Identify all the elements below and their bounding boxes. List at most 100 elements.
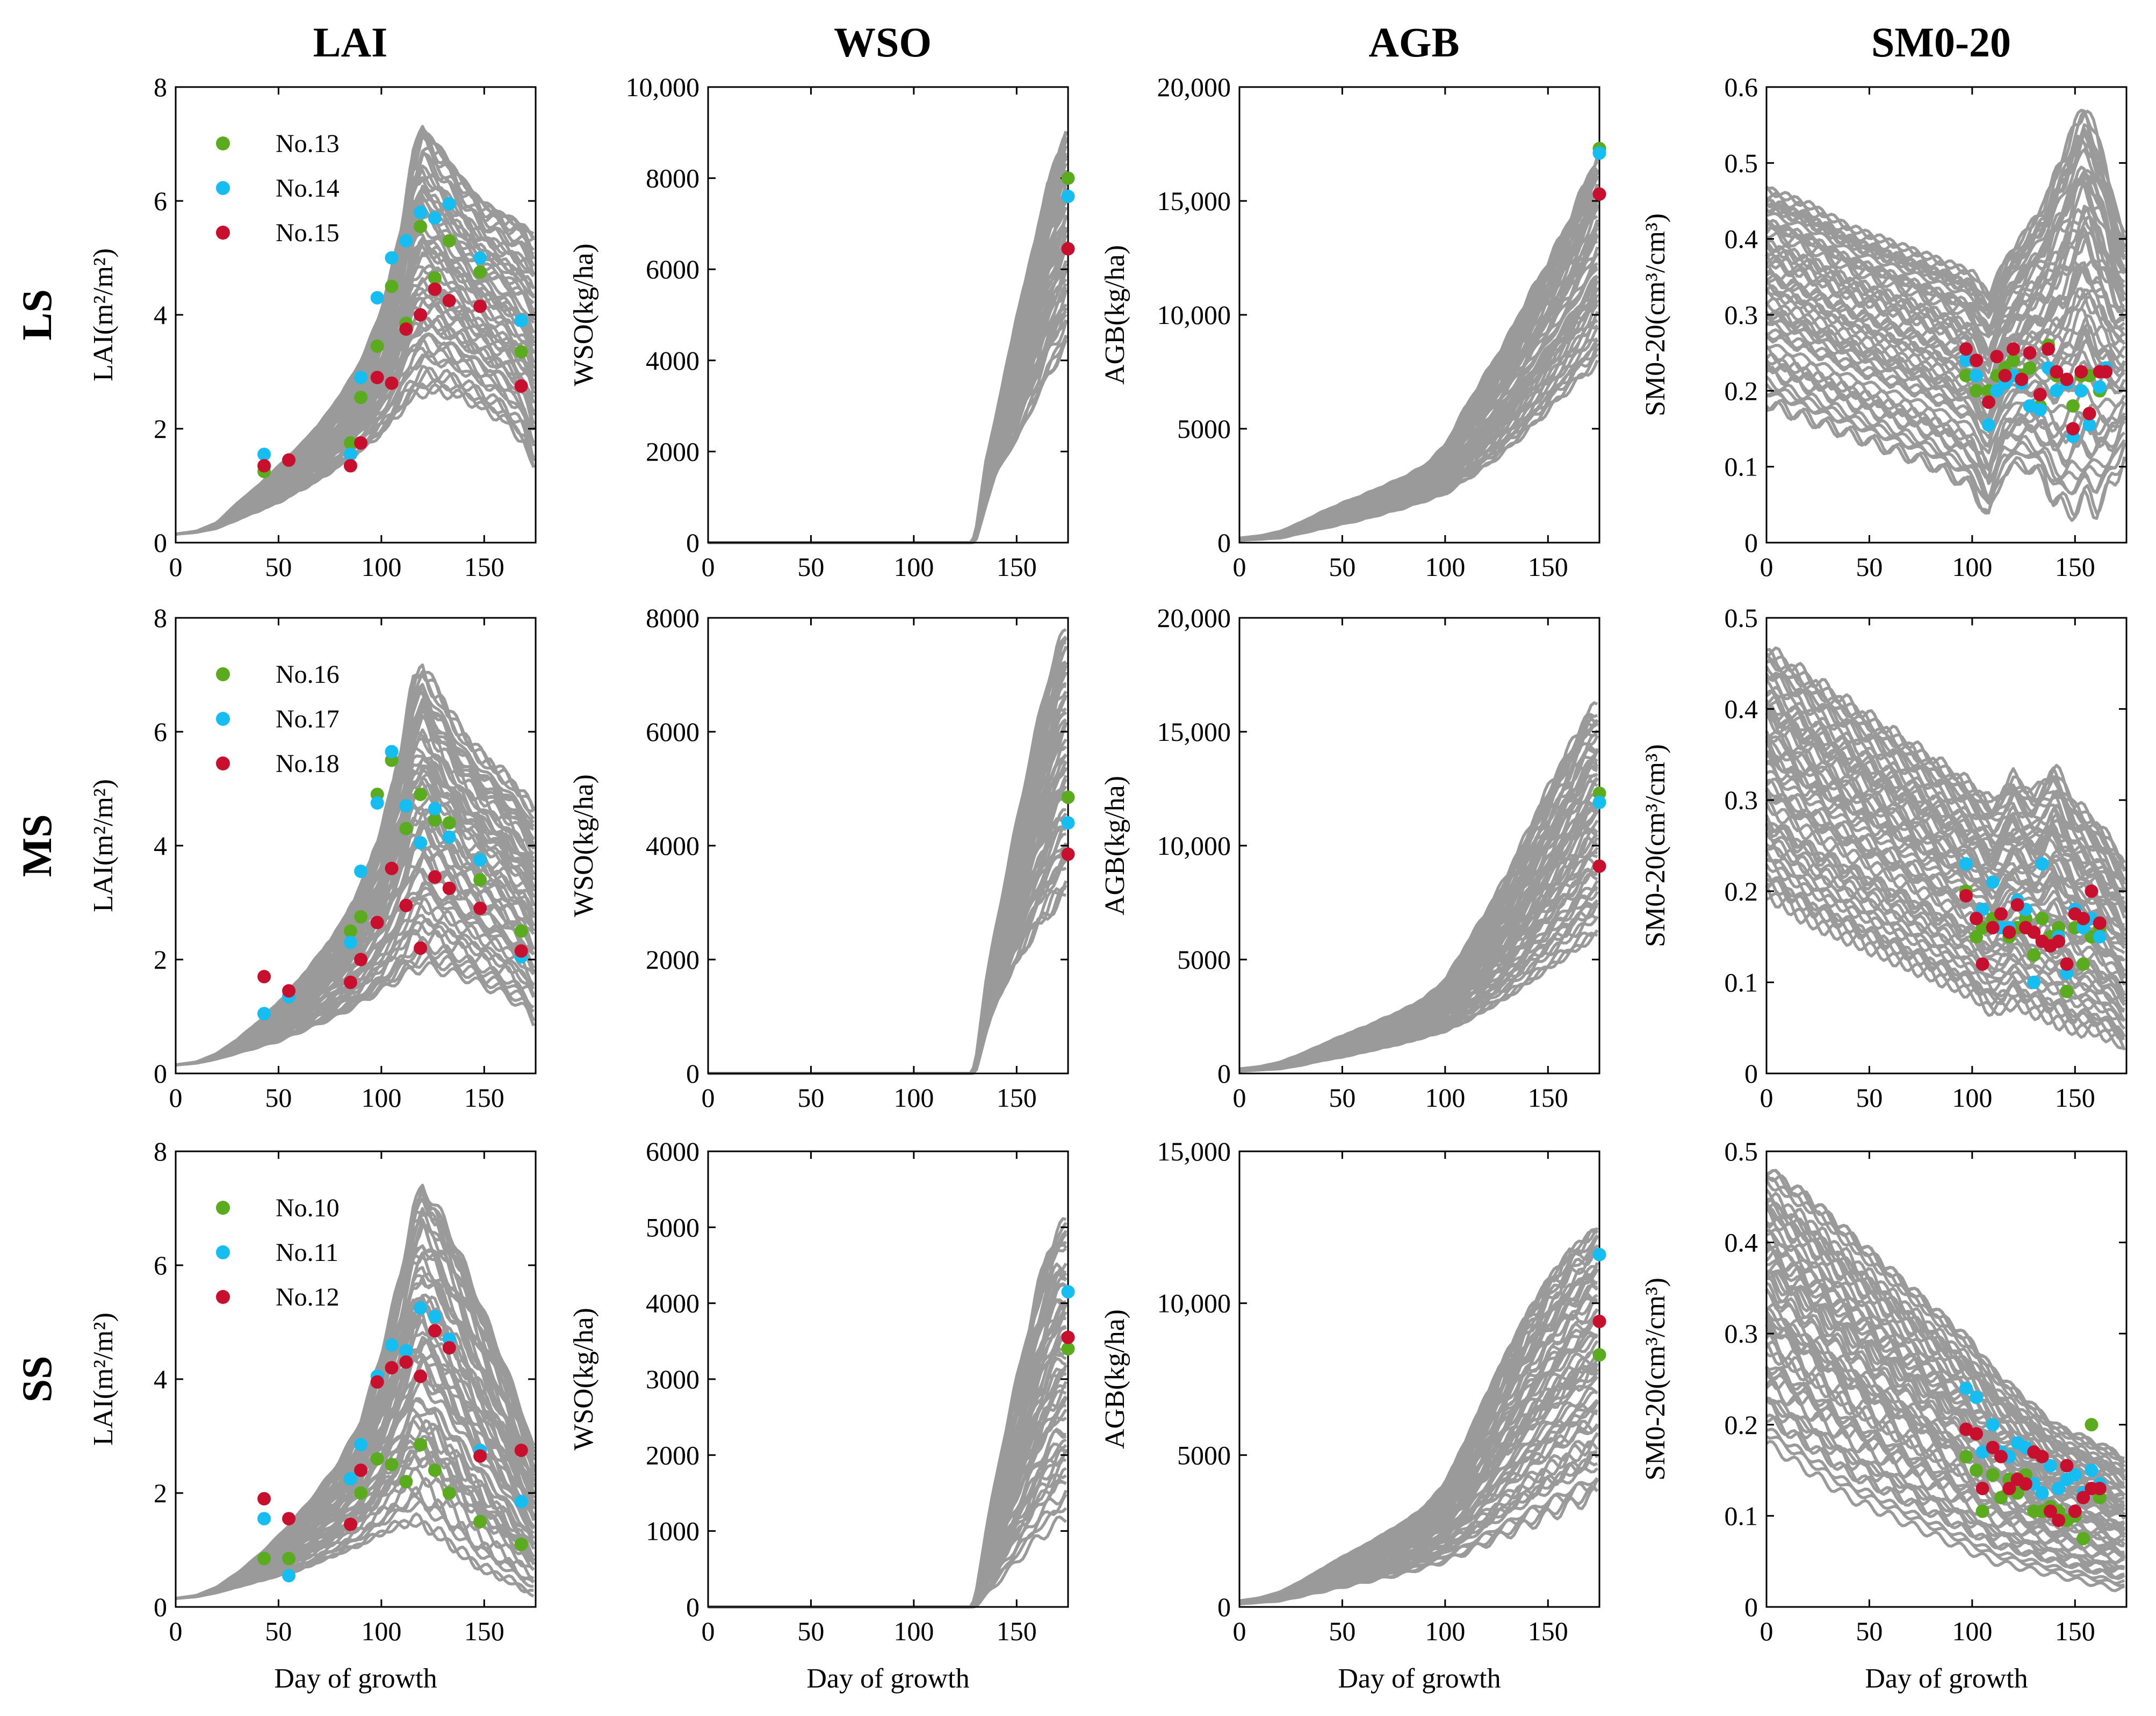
simulated-curve bbox=[1765, 265, 2125, 386]
x-tick-label: 150 bbox=[997, 552, 1037, 582]
simulated-curve bbox=[1765, 176, 2126, 335]
simulated-curve bbox=[1765, 857, 2125, 1022]
observation-point bbox=[2027, 975, 2041, 989]
observation-point bbox=[428, 271, 442, 285]
observation-point bbox=[514, 944, 528, 958]
legend-marker bbox=[216, 136, 230, 150]
observation-point bbox=[2002, 1482, 2016, 1496]
simulated-ensemble bbox=[1239, 156, 1599, 542]
y-tick-label: 6 bbox=[154, 1250, 167, 1280]
observation-point bbox=[1592, 1248, 1606, 1261]
observation-point bbox=[370, 1375, 384, 1389]
observation-point bbox=[414, 836, 428, 850]
x-tick-label: 50 bbox=[1329, 1616, 1355, 1646]
x-tick-label: 0 bbox=[702, 552, 715, 582]
panel-ms-lai: 0 50 100 150 0 2 4 6 8 LAI(m²/m²) No.16 No.17 No.18 bbox=[88, 603, 537, 1113]
observation-series-no11 bbox=[1592, 1248, 1606, 1261]
x-tick-label: 100 bbox=[893, 1616, 934, 1646]
observation-point bbox=[1994, 907, 2008, 921]
observation-point bbox=[2066, 422, 2080, 436]
simulated-curve bbox=[1239, 888, 1598, 1072]
observation-point bbox=[1959, 1450, 1973, 1463]
observation-point bbox=[2052, 1513, 2066, 1527]
y-tick-label: 10,000 bbox=[1157, 1288, 1231, 1318]
column-title-agb: AGB bbox=[1368, 19, 1459, 66]
simulated-curve bbox=[1239, 902, 1598, 1072]
x-tick-label: 0 bbox=[1233, 552, 1246, 582]
observation-point bbox=[2033, 387, 2047, 401]
observation-point bbox=[428, 870, 442, 884]
simulated-curve bbox=[708, 289, 1068, 544]
observation-point bbox=[370, 339, 384, 353]
x-tick-label: 150 bbox=[464, 1083, 504, 1113]
simulated-ensemble bbox=[1765, 646, 2126, 1051]
x-tick-label: 50 bbox=[797, 1616, 824, 1646]
observation-point bbox=[282, 1512, 296, 1526]
x-tick-label: 50 bbox=[1856, 1616, 1883, 1646]
observation-point bbox=[1592, 146, 1606, 160]
observation-point bbox=[354, 864, 368, 878]
observation-point bbox=[1959, 889, 1973, 903]
y-tick-label: 0.2 bbox=[1725, 1410, 1758, 1440]
simulated-curve bbox=[1765, 1413, 2125, 1580]
y-tick-label: 4 bbox=[154, 831, 167, 861]
simulated-curve bbox=[1766, 878, 2125, 1041]
y-tick-label: 1000 bbox=[646, 1516, 700, 1546]
observation-point bbox=[257, 1512, 271, 1526]
observation-point bbox=[399, 234, 413, 248]
y-tick-label: 8 bbox=[154, 1136, 167, 1166]
observation-point bbox=[1975, 1504, 1989, 1518]
observation-point bbox=[343, 436, 357, 450]
observation-point bbox=[2023, 361, 2037, 375]
observation-point bbox=[370, 371, 384, 385]
observation-point bbox=[1959, 857, 1973, 871]
observation-point bbox=[1061, 1342, 1075, 1356]
observation-point bbox=[2093, 916, 2107, 930]
observation-point bbox=[2066, 399, 2080, 413]
y-tick-label: 0 bbox=[154, 528, 167, 558]
y-tick-label: 5000 bbox=[1177, 944, 1231, 975]
simulated-curve bbox=[1766, 180, 2125, 338]
observation-point bbox=[1981, 418, 1995, 432]
y-axis-label: WSO(kg/ha) bbox=[568, 1308, 599, 1451]
observation-point bbox=[282, 984, 296, 998]
y-axis-label: SM0-20(cm³/cm³) bbox=[1640, 1278, 1671, 1481]
observation-point bbox=[2082, 407, 2096, 421]
simulated-curve bbox=[1239, 899, 1599, 1072]
observation-series-no13 bbox=[257, 220, 528, 478]
observation-series-no16 bbox=[1061, 790, 1075, 804]
x-axis-label: Day of growth bbox=[806, 1663, 969, 1694]
observation-point bbox=[282, 1569, 296, 1583]
simulated-curve bbox=[1765, 1378, 2125, 1564]
x-tick-label: 100 bbox=[1425, 552, 1465, 582]
x-axis-label: Day of growth bbox=[1338, 1663, 1501, 1694]
observation-point bbox=[1994, 1490, 2008, 1504]
observation-point bbox=[2023, 399, 2037, 413]
x-tick-label: 150 bbox=[464, 1616, 504, 1646]
observation-point bbox=[1986, 1468, 2000, 1482]
x-tick-label: 150 bbox=[2055, 552, 2095, 582]
y-tick-label: 0 bbox=[686, 528, 700, 558]
observation-point bbox=[354, 953, 368, 967]
simulated-curve bbox=[1766, 392, 2126, 505]
observation-point bbox=[399, 898, 413, 912]
y-tick-label: 0.1 bbox=[1725, 967, 1758, 997]
y-axis-label: LAI(m²/m²) bbox=[88, 1313, 119, 1446]
legend-marker bbox=[216, 1201, 230, 1215]
panel-ss-sm: 0 50 100 150 0 0.1 0.2 0.3 0.4 0.5 SM0-20(cm³/cm³)… bbox=[1640, 1136, 2128, 1694]
observation-point bbox=[399, 799, 413, 813]
observation-point bbox=[385, 1361, 399, 1375]
x-tick-label: 150 bbox=[1528, 1083, 1568, 1113]
y-tick-label: 0.2 bbox=[1725, 376, 1758, 406]
y-tick-label: 10,000 bbox=[1157, 300, 1231, 330]
observation-point bbox=[1061, 1330, 1075, 1344]
observation-point bbox=[2050, 365, 2064, 379]
y-tick-label: 0.3 bbox=[1725, 300, 1758, 330]
observation-point bbox=[473, 251, 487, 265]
panel-ls-agb: 0 50 100 150 0 5000 10,000 15,000 20,000 AGB(kg/h… bbox=[1100, 72, 1606, 582]
observation-point bbox=[370, 291, 384, 305]
observation-point bbox=[1592, 1348, 1606, 1362]
observation-point bbox=[2052, 934, 2066, 948]
simulated-curve bbox=[1765, 179, 2125, 337]
observation-point bbox=[1592, 187, 1606, 201]
